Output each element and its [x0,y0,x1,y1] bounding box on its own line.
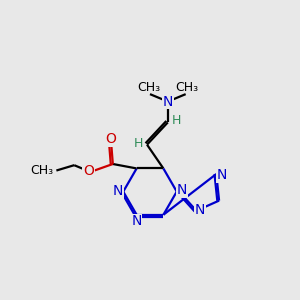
Text: N: N [131,214,142,228]
Text: H: H [134,137,143,150]
Text: H: H [172,114,182,128]
Text: O: O [105,132,116,146]
Text: N: N [177,183,187,197]
Text: N: N [113,184,123,198]
Text: N: N [217,169,227,182]
Text: CH₃: CH₃ [176,81,199,94]
Text: O: O [83,164,94,178]
Text: CH₃: CH₃ [30,164,53,177]
Text: CH₃: CH₃ [137,81,160,94]
Text: N: N [163,94,173,109]
Text: N: N [195,203,205,217]
